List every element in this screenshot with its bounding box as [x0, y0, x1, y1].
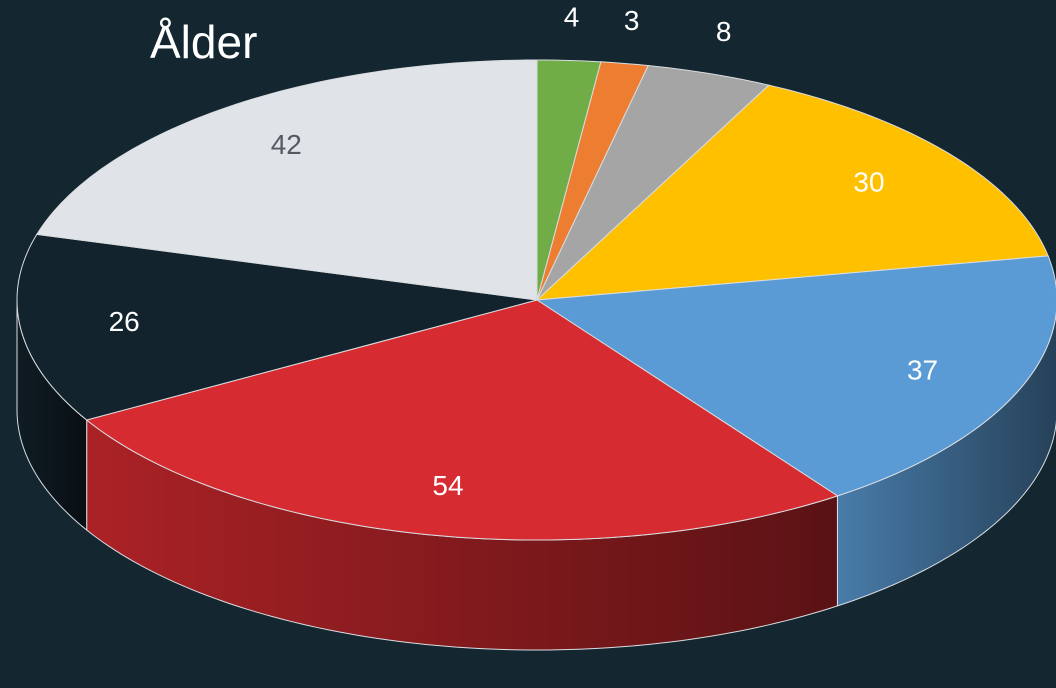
chart-title: Ålder [150, 16, 257, 68]
data-label: 8 [716, 16, 732, 47]
data-label: 42 [271, 129, 302, 160]
data-label: 37 [907, 354, 938, 385]
pie-slice [535, 255, 1056, 497]
data-label: 4 [564, 2, 580, 33]
pie-slice [85, 299, 839, 541]
pie-slice [535, 84, 1049, 301]
pie-slice [36, 59, 538, 301]
pie-slice [536, 65, 770, 301]
data-label: 54 [432, 470, 463, 501]
data-label: 3 [624, 5, 640, 36]
data-label: 30 [853, 167, 884, 198]
pie-slice [16, 233, 538, 421]
data-label: 26 [109, 306, 140, 337]
